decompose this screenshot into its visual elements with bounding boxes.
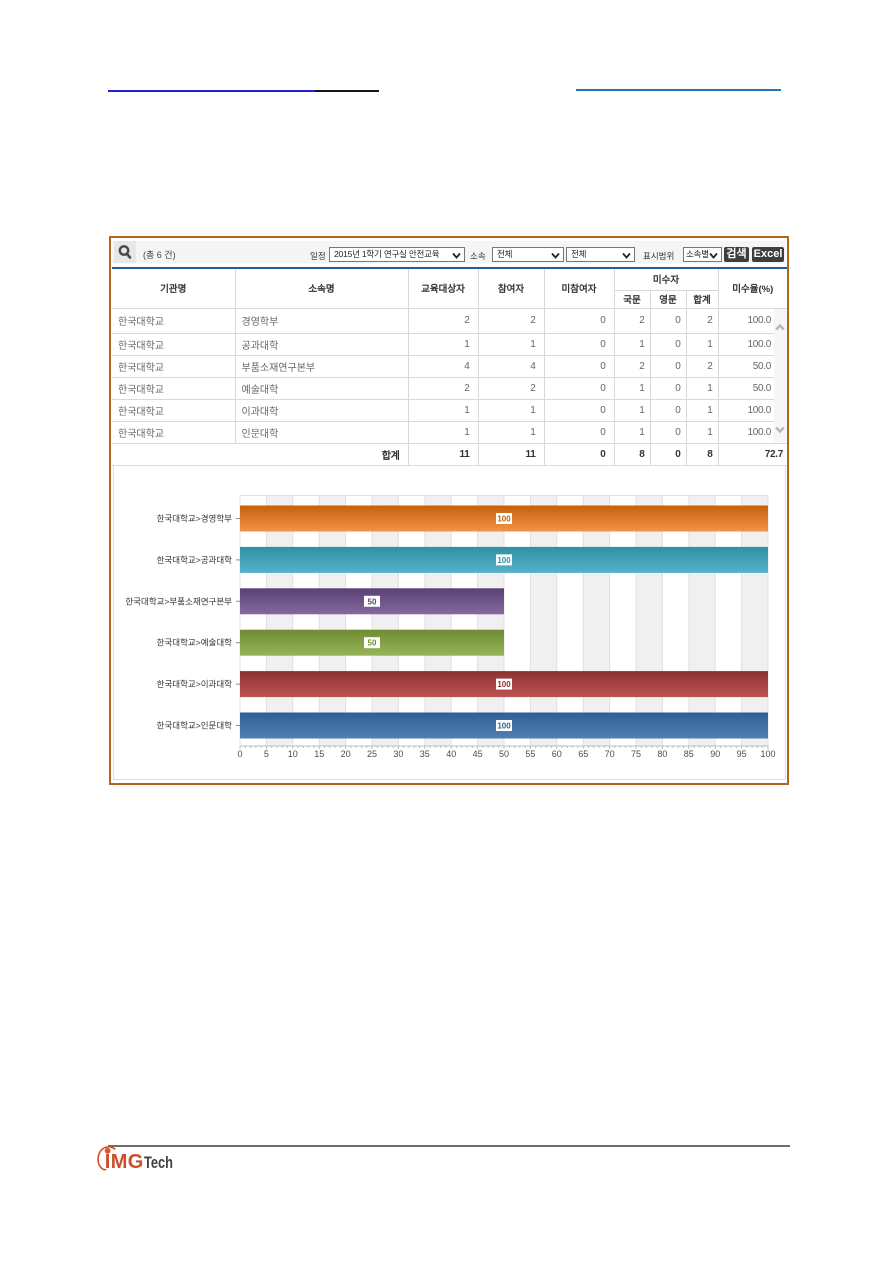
svg-text:95: 95 xyxy=(737,749,747,759)
svg-text:20: 20 xyxy=(341,749,351,759)
svg-text:45: 45 xyxy=(473,749,483,759)
svg-text:100: 100 xyxy=(497,515,511,524)
svg-text:35: 35 xyxy=(420,749,430,759)
svg-text:50: 50 xyxy=(368,639,377,648)
svg-text:75: 75 xyxy=(631,749,641,759)
svg-text:70: 70 xyxy=(605,749,615,759)
svg-text:5: 5 xyxy=(264,749,269,759)
svg-text:60: 60 xyxy=(552,749,562,759)
svg-text:한국대학교>이과대학: 한국대학교>이과대학 xyxy=(157,679,233,689)
svg-text:0: 0 xyxy=(237,749,242,759)
svg-text:65: 65 xyxy=(578,749,588,759)
svg-text:한국대학교>공과대학: 한국대학교>공과대학 xyxy=(157,555,233,565)
svg-text:90: 90 xyxy=(710,749,720,759)
svg-text:80: 80 xyxy=(657,749,667,759)
svg-text:한국대학교>부품소재연구본부: 한국대학교>부품소재연구본부 xyxy=(125,596,232,606)
svg-text:25: 25 xyxy=(367,749,377,759)
svg-text:15: 15 xyxy=(314,749,324,759)
svg-text:30: 30 xyxy=(393,749,403,759)
svg-text:한국대학교>인문대학: 한국대학교>인문대학 xyxy=(157,721,233,731)
svg-text:Tech: Tech xyxy=(144,1153,173,1172)
svg-text:IMG: IMG xyxy=(105,1151,144,1173)
svg-text:10: 10 xyxy=(288,749,298,759)
svg-text:한국대학교>예술대학: 한국대학교>예술대학 xyxy=(157,638,233,648)
svg-text:55: 55 xyxy=(525,749,535,759)
svg-text:85: 85 xyxy=(684,749,694,759)
svg-text:100: 100 xyxy=(760,749,775,759)
svg-text:한국대학교>경영학부: 한국대학교>경영학부 xyxy=(157,514,233,524)
svg-text:100: 100 xyxy=(497,556,511,565)
svg-text:50: 50 xyxy=(499,749,509,759)
svg-text:100: 100 xyxy=(497,680,511,689)
svg-text:50: 50 xyxy=(368,597,377,606)
svg-text:100: 100 xyxy=(497,722,511,731)
svg-text:40: 40 xyxy=(446,749,456,759)
